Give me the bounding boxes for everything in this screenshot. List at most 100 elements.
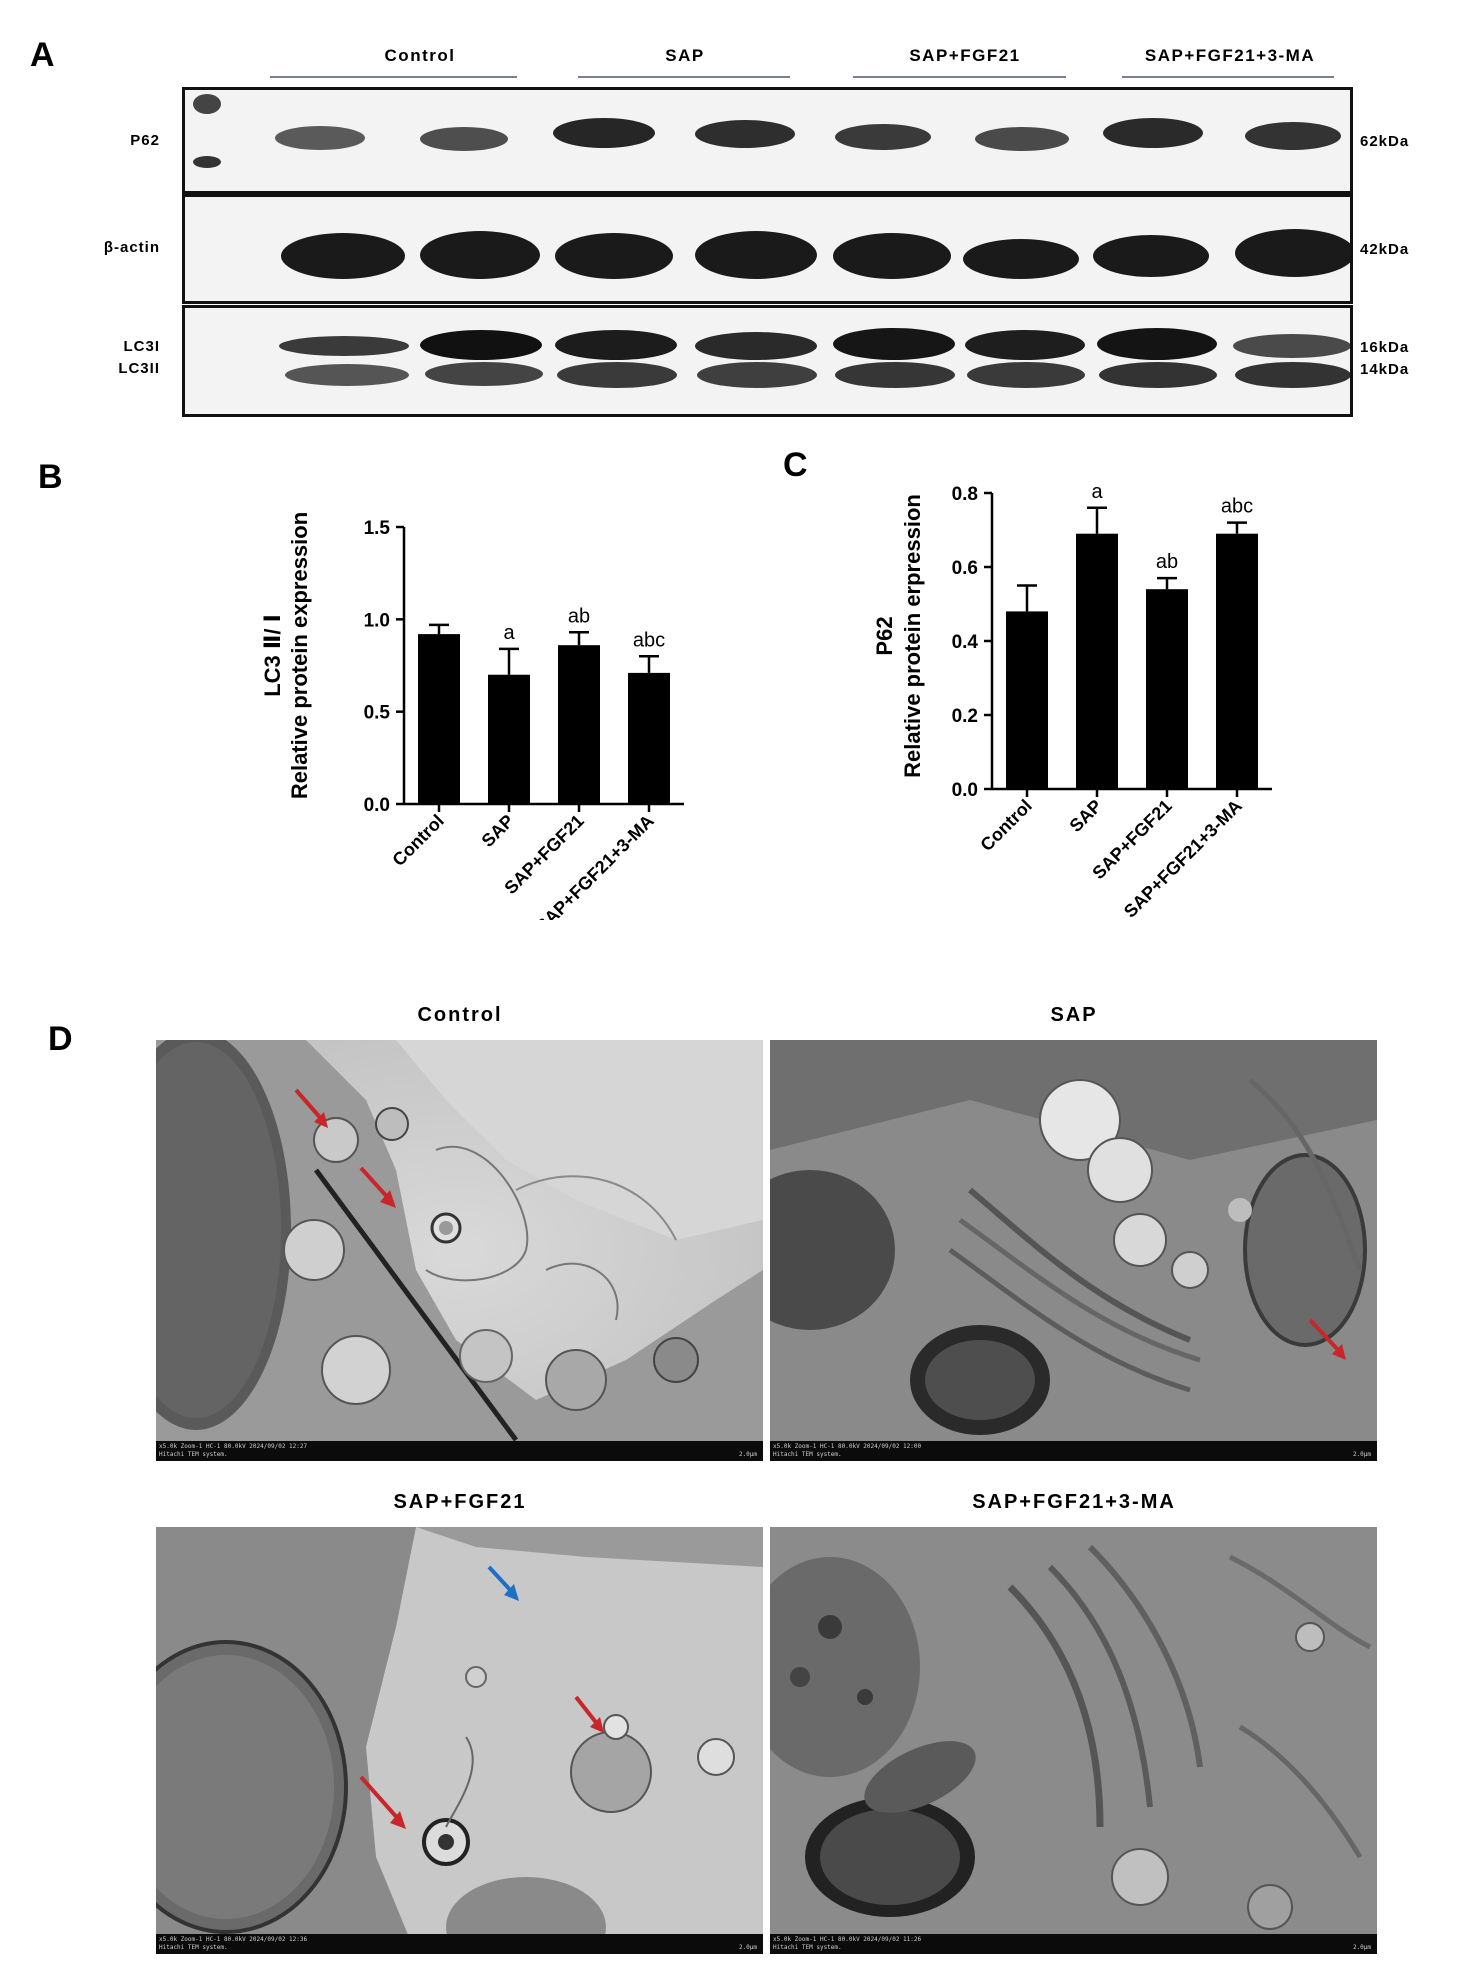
band xyxy=(835,362,955,388)
y-tick-label: 1.0 xyxy=(364,610,390,631)
significance-label: ab xyxy=(568,605,590,627)
tem-title-control: Control xyxy=(417,1004,503,1026)
x-tick-label: SAP xyxy=(478,811,518,851)
tem-image-sap-fgf21: x5.0k Zoom-1 HC-1 80.0kV 2024/09/02 12:3… xyxy=(156,1527,763,1954)
band xyxy=(835,124,931,150)
y-tick-label: 0.5 xyxy=(364,703,391,724)
tem-footer-system: Hitachi TEM system. xyxy=(159,1451,228,1458)
tem-micrograph xyxy=(770,1527,1377,1954)
arrow-red xyxy=(1308,1318,1342,1354)
tem-micrograph xyxy=(156,1040,763,1461)
x-tick-label: SAP+FGF21+3-MA xyxy=(532,811,658,920)
band xyxy=(1235,229,1350,277)
tem-footer: x5.0k Zoom-1 HC-1 80.0kV 2024/09/02 12:3… xyxy=(156,1934,763,1954)
tem-scale-label: 2.0µm xyxy=(1352,1451,1371,1458)
band xyxy=(1097,328,1217,360)
row-label-beta-actin: β-actin xyxy=(103,239,160,256)
bar xyxy=(628,672,670,804)
bar xyxy=(1216,533,1258,789)
ladder-mark xyxy=(193,156,221,168)
tem-footer: x5.0k Zoom-1 HC-1 80.0kV 2024/09/02 12:2… xyxy=(156,1441,763,1461)
bar xyxy=(1006,611,1048,789)
band xyxy=(965,330,1085,360)
band xyxy=(1099,362,1217,388)
x-tick-label: Control xyxy=(388,811,447,870)
group-line-sap xyxy=(578,76,790,78)
band xyxy=(279,336,409,356)
x-tick-label: SAP+FGF21+3-MA xyxy=(1120,796,1246,922)
band xyxy=(695,332,817,360)
significance-label: ab xyxy=(1156,551,1178,573)
y-tick-label: 1.5 xyxy=(364,518,391,539)
band xyxy=(1093,235,1209,277)
arrow-red xyxy=(574,1695,600,1727)
significance-label: a xyxy=(503,622,515,644)
y-axis-label-2: Relative protein expression xyxy=(287,512,312,799)
y-tick-label: 0.2 xyxy=(952,706,978,727)
y-tick-label: 0.6 xyxy=(952,558,978,579)
tem-image-sap-fgf21-3ma: x5.0k Zoom-1 HC-1 80.0kV 2024/09/02 11:2… xyxy=(770,1527,1377,1954)
band xyxy=(555,330,677,360)
band xyxy=(1245,122,1341,150)
tem-micrograph xyxy=(156,1527,763,1954)
tem-scale-label: 2.0µm xyxy=(738,1451,757,1458)
band xyxy=(275,126,365,150)
tem-image-control: x5.0k Zoom-1 HC-1 80.0kV 2024/09/02 12:2… xyxy=(156,1040,763,1461)
tem-footer-system: Hitachi TEM system. xyxy=(159,1944,228,1951)
significance-label: a xyxy=(1091,481,1103,503)
group-label-control: Control xyxy=(384,46,456,65)
row-label-p62: P62 xyxy=(130,132,160,149)
tem-footer-info: x5.0k Zoom-1 HC-1 80.0kV 2024/09/02 12:2… xyxy=(159,1443,308,1450)
chart-c: 0.00.20.40.60.8ControlaSAPabSAP+FGF21abc… xyxy=(872,481,1272,922)
significance-label: abc xyxy=(1221,496,1253,518)
y-tick-label: 0.4 xyxy=(952,632,979,653)
band xyxy=(833,328,955,360)
blot-p62 xyxy=(182,87,1353,194)
band xyxy=(555,233,673,279)
arrow-red xyxy=(359,1166,392,1202)
bar xyxy=(1076,533,1118,789)
panel-letter-d: D xyxy=(48,1020,73,1058)
tem-footer-info: x5.0k Zoom-1 HC-1 80.0kV 2024/09/02 12:3… xyxy=(159,1936,308,1943)
kda-label-lc3i: 16kDa xyxy=(1360,339,1410,356)
y-tick-label: 0.0 xyxy=(364,795,390,816)
blot-lc3 xyxy=(182,305,1353,417)
chart-b: 0.00.51.01.5ControlaSAPabSAP+FGF21abcSAP… xyxy=(260,512,684,920)
bar xyxy=(1146,589,1188,789)
y-axis-label-1: P62 xyxy=(872,616,897,655)
arrow-blue xyxy=(487,1565,515,1595)
band xyxy=(1233,334,1350,358)
band xyxy=(975,127,1069,151)
group-line-sap-fgf21-3ma xyxy=(1122,76,1334,78)
tem-title-sap-fgf21: SAP+FGF21 xyxy=(393,1491,527,1513)
band xyxy=(967,362,1085,388)
kda-label-beta-actin: 42kDa xyxy=(1360,241,1410,258)
tem-footer: x5.0k Zoom-1 HC-1 80.0kV 2024/09/02 11:2… xyxy=(770,1934,1377,1954)
band xyxy=(420,330,542,360)
tem-scale-label: 2.0µm xyxy=(738,1944,757,1951)
kda-label-p62: 62kDa xyxy=(1360,133,1410,150)
bar xyxy=(418,634,460,804)
group-label-sap-fgf21: SAP+FGF21 xyxy=(909,46,1021,65)
significance-label: abc xyxy=(633,629,665,651)
group-label-sap: SAP xyxy=(665,46,705,65)
panel-letter-a: A xyxy=(30,36,55,74)
kda-label-lc3ii: 14kDa xyxy=(1360,361,1410,378)
group-line-sap-fgf21 xyxy=(853,76,1066,78)
band xyxy=(425,362,543,386)
band xyxy=(281,233,405,279)
arrow-red xyxy=(359,1775,402,1823)
y-axis-label-1: LC3 Ⅱ/ Ⅰ xyxy=(260,614,285,697)
tem-title-sap-fgf21-3ma: SAP+FGF21+3-MA xyxy=(972,1491,1176,1513)
x-tick-label: Control xyxy=(976,796,1035,855)
arrow-red xyxy=(294,1088,326,1124)
band xyxy=(420,231,540,279)
row-label-lc3ii: LC3II xyxy=(118,360,160,377)
tem-scale-label: 2.0µm xyxy=(1352,1944,1371,1951)
band xyxy=(553,118,655,148)
blot-beta-actin xyxy=(182,194,1353,304)
y-tick-label: 0.0 xyxy=(952,780,978,801)
band xyxy=(420,127,508,151)
x-tick-label: SAP xyxy=(1066,796,1106,836)
band xyxy=(963,239,1079,279)
